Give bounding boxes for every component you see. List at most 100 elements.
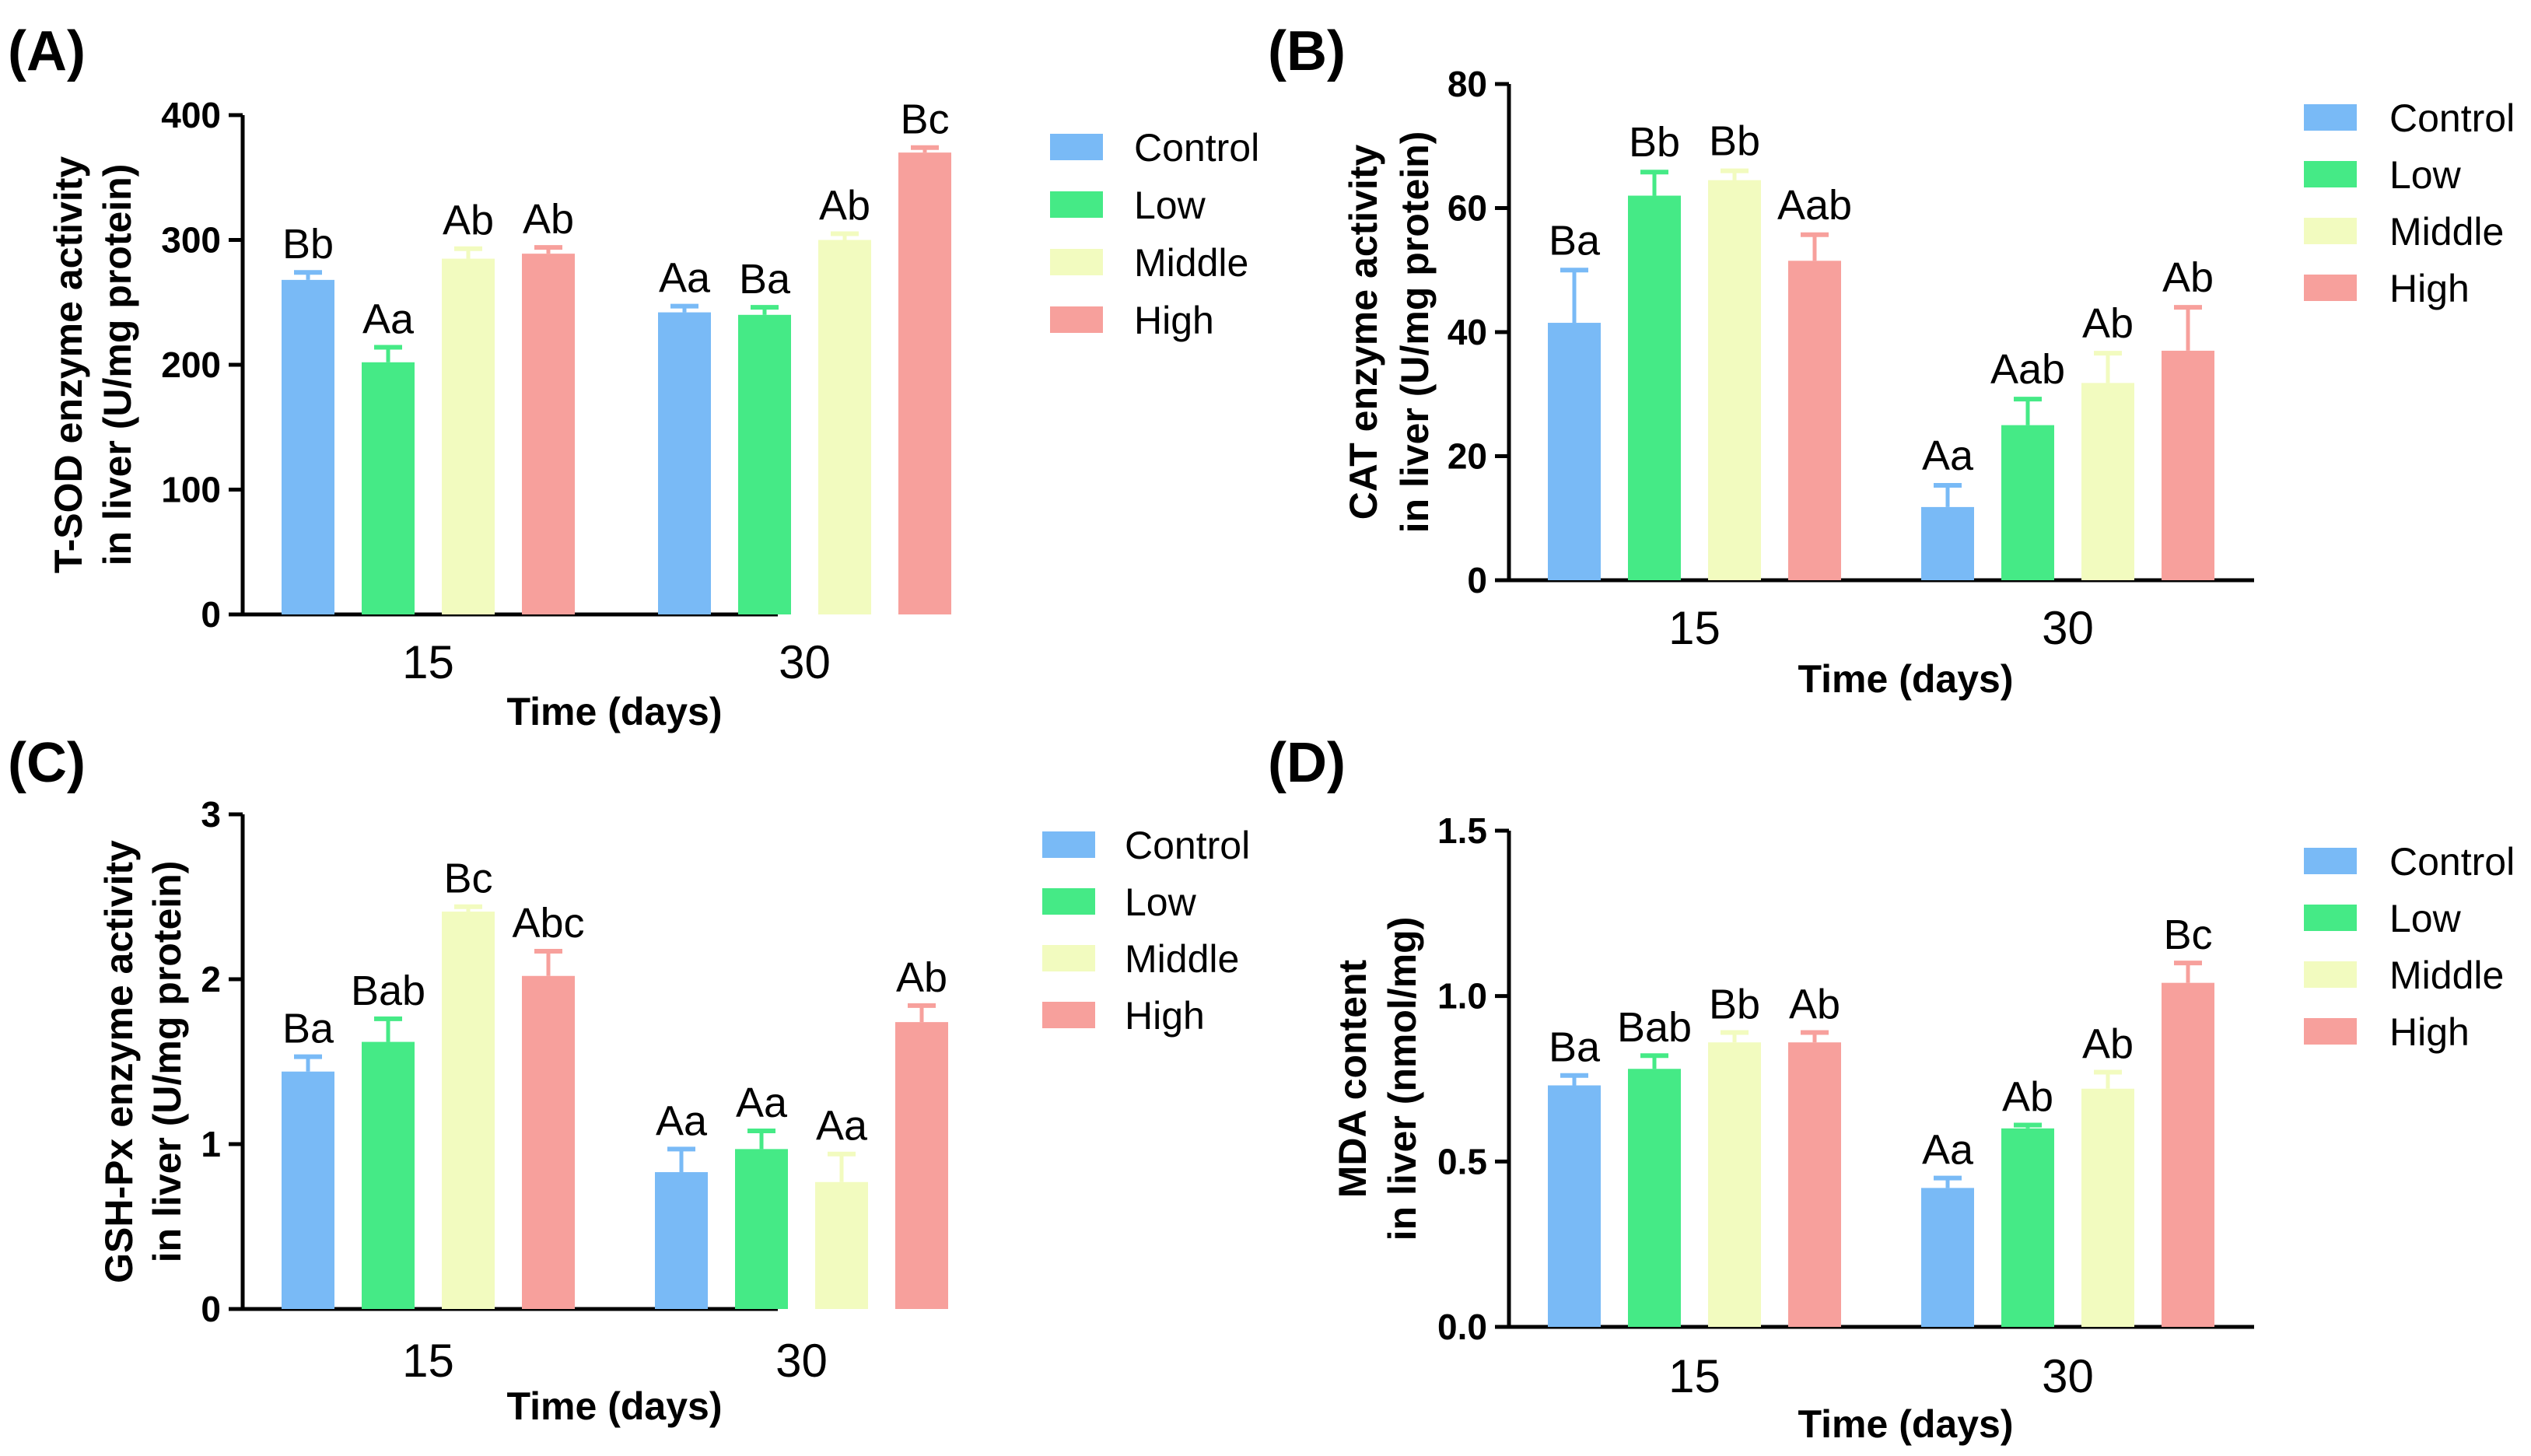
panel-1-legend-label-middle: Middle [1134,241,1248,285]
panel-4-legend-swatch-high [2304,1018,2357,1045]
panel-3-bar-middle-15 [442,912,495,1309]
panel-2-bar-low-30 [2001,425,2054,580]
panel-2-y-tick-label: 60 [1448,188,1487,229]
panel-2-legend-swatch-low [2304,161,2357,187]
panel-2-legend-label-low: Low [2389,153,2462,197]
panel-2-legend-label-high: High [2389,267,2470,310]
panel-4-x-axis-title: Time (days) [1798,1402,2014,1446]
panel-1-legend-label-high: High [1134,299,1214,342]
panel-1-y-tick-label: 400 [161,95,221,135]
panel-3-significance-high-15: Abc [512,900,584,947]
panel-3-legend-label-middle: Middle [1125,937,1239,981]
panel-3-x-axis-title: Time (days) [507,1384,723,1428]
panel-2-significance-high-30: Ab [2162,254,2214,301]
panel-3-legend-swatch-high [1042,1002,1095,1028]
panel-1-significance-middle-15: Ab [443,198,494,244]
panel-2-significance-middle-15: Bb [1709,118,1760,165]
panel-3-y-tick-label: 2 [201,959,221,999]
panel-4-bar-high-30 [2162,982,2214,1327]
panel-2-y-tick-label: 80 [1448,64,1487,104]
panel-2-label: (B) [1268,20,1346,82]
panel-4-bar-high-15 [1788,1042,1841,1327]
panel-1-bar-high-30 [898,152,951,614]
panel-3-bar-control-15 [282,1071,334,1309]
panel-4-significance-control-30: Aa [1922,1127,1974,1174]
panel-4-bar-control-30 [1921,1188,1974,1327]
panel-2-bar-high-30 [2162,350,2214,580]
panel-4-significance-low-15: Bab [1617,1004,1692,1051]
panel-1-x-tick-label: 15 [402,636,454,688]
panel-3-significance-middle-15: Bc [443,856,492,902]
panel-4-legend-swatch-low [2304,905,2357,931]
panel-4-legend-swatch-control [2304,848,2357,874]
panel-3-label: (C) [8,732,86,794]
panel-3-legend-swatch-middle [1042,945,1095,971]
panel-1-bar-control-30 [658,312,711,614]
panel-1-bar-middle-30 [818,240,871,614]
panel-2-significance-low-15: Bb [1629,119,1680,166]
panel-1-legend-label-control: Control [1134,126,1259,170]
panel-1-legend-label-low: Low [1134,184,1206,227]
panel-2-significance-low-30: Aab [1990,346,2065,393]
panel-3-bar-low-15 [362,1041,415,1309]
panel-2-legend-label-middle: Middle [2389,210,2504,254]
panel-3-y-tick-label: 1 [201,1124,221,1164]
panel-2-bar-low-15 [1628,195,1681,581]
panel-4-y-tick-label: 1.5 [1437,810,1487,851]
panel-4-label: (D) [1268,732,1346,794]
panel-2-bar-middle-30 [2081,383,2134,580]
panel-2-y-tick-label: 20 [1448,436,1487,477]
panel-2-legend-swatch-high [2304,275,2357,301]
panel-4-legend-swatch-middle [2304,961,2357,988]
panel-1-label: (A) [8,20,86,82]
panel-3-significance-control-15: Ba [282,1006,334,1052]
panel-3-y-tick-label: 0 [201,1289,221,1329]
panel-2-y-axis-title-line1: CAT enzyme activity [1342,145,1385,520]
panel-3-bar-control-30 [655,1172,708,1309]
panel-1-significance-low-15: Aa [362,296,415,343]
panel-1-y-tick-label: 100 [161,470,221,510]
panel-2-bar-control-30 [1921,506,1974,580]
panel-3-bar-high-15 [522,975,575,1309]
panel-1-significance-control-30: Aa [659,255,711,302]
panel-1-y-axis-title-line1: T-SOD enzyme activity [47,156,90,573]
panel-2-significance-middle-30: Ab [2082,300,2134,347]
panel-3-x-tick-label: 15 [402,1335,454,1387]
panel-3-legend-swatch-control [1042,831,1095,858]
panel-4-y-axis-title-line1: MDA content [1331,959,1374,1198]
panel-4-y-tick-label: 0.0 [1437,1307,1487,1347]
panel-3-legend-label-high: High [1125,994,1205,1038]
panel-3-legend-label-low: Low [1125,880,1197,924]
panel-2-bar-high-15 [1788,261,1841,580]
panel-1-bar-low-30 [738,314,791,614]
panel-1-significance-control-15: Bb [282,221,334,268]
panel-1-significance-middle-30: Ab [819,182,870,229]
panel-4-legend-label-control: Control [2389,840,2515,884]
panel-4-bar-middle-15 [1708,1042,1761,1327]
panel-2-significance-control-15: Ba [1549,217,1601,264]
panel-1-legend-swatch-control [1050,134,1103,160]
panel-1-legend-swatch-high [1050,306,1103,333]
panel-2-significance-control-30: Aa [1922,432,1974,479]
panel-2-y-axis-title-line2: in liver (U/mg protein) [1393,131,1437,534]
panel-4-significance-high-15: Ab [1789,981,1840,1027]
panel-2-bar-middle-15 [1708,180,1761,581]
panel-3-significance-low-30: Aa [736,1080,788,1126]
panel-2-legend-label-control: Control [2389,96,2515,140]
panel-4-legend-label-low: Low [2389,897,2462,940]
panel-3-y-axis-title-line1: GSH-Px enzyme activity [97,840,141,1283]
panel-3-x-tick-label: 30 [775,1335,828,1387]
panel-3-y-axis-title-line2: in liver (U/mg protein) [145,861,189,1263]
panel-1-bar-control-15 [282,279,334,614]
panel-3-significance-low-15: Bab [351,968,425,1014]
panel-4-bar-middle-30 [2081,1088,2134,1327]
panel-1-significance-high-30: Bc [900,96,949,143]
panel-2-significance-high-15: Aab [1777,182,1852,229]
panel-4-bar-low-15 [1628,1069,1681,1327]
panel-1-significance-high-15: Ab [523,196,574,243]
panel-3-bar-low-30 [735,1149,788,1309]
panel-2-y-tick-label: 0 [1467,560,1487,600]
panel-2-y-tick-label: 40 [1448,312,1487,352]
